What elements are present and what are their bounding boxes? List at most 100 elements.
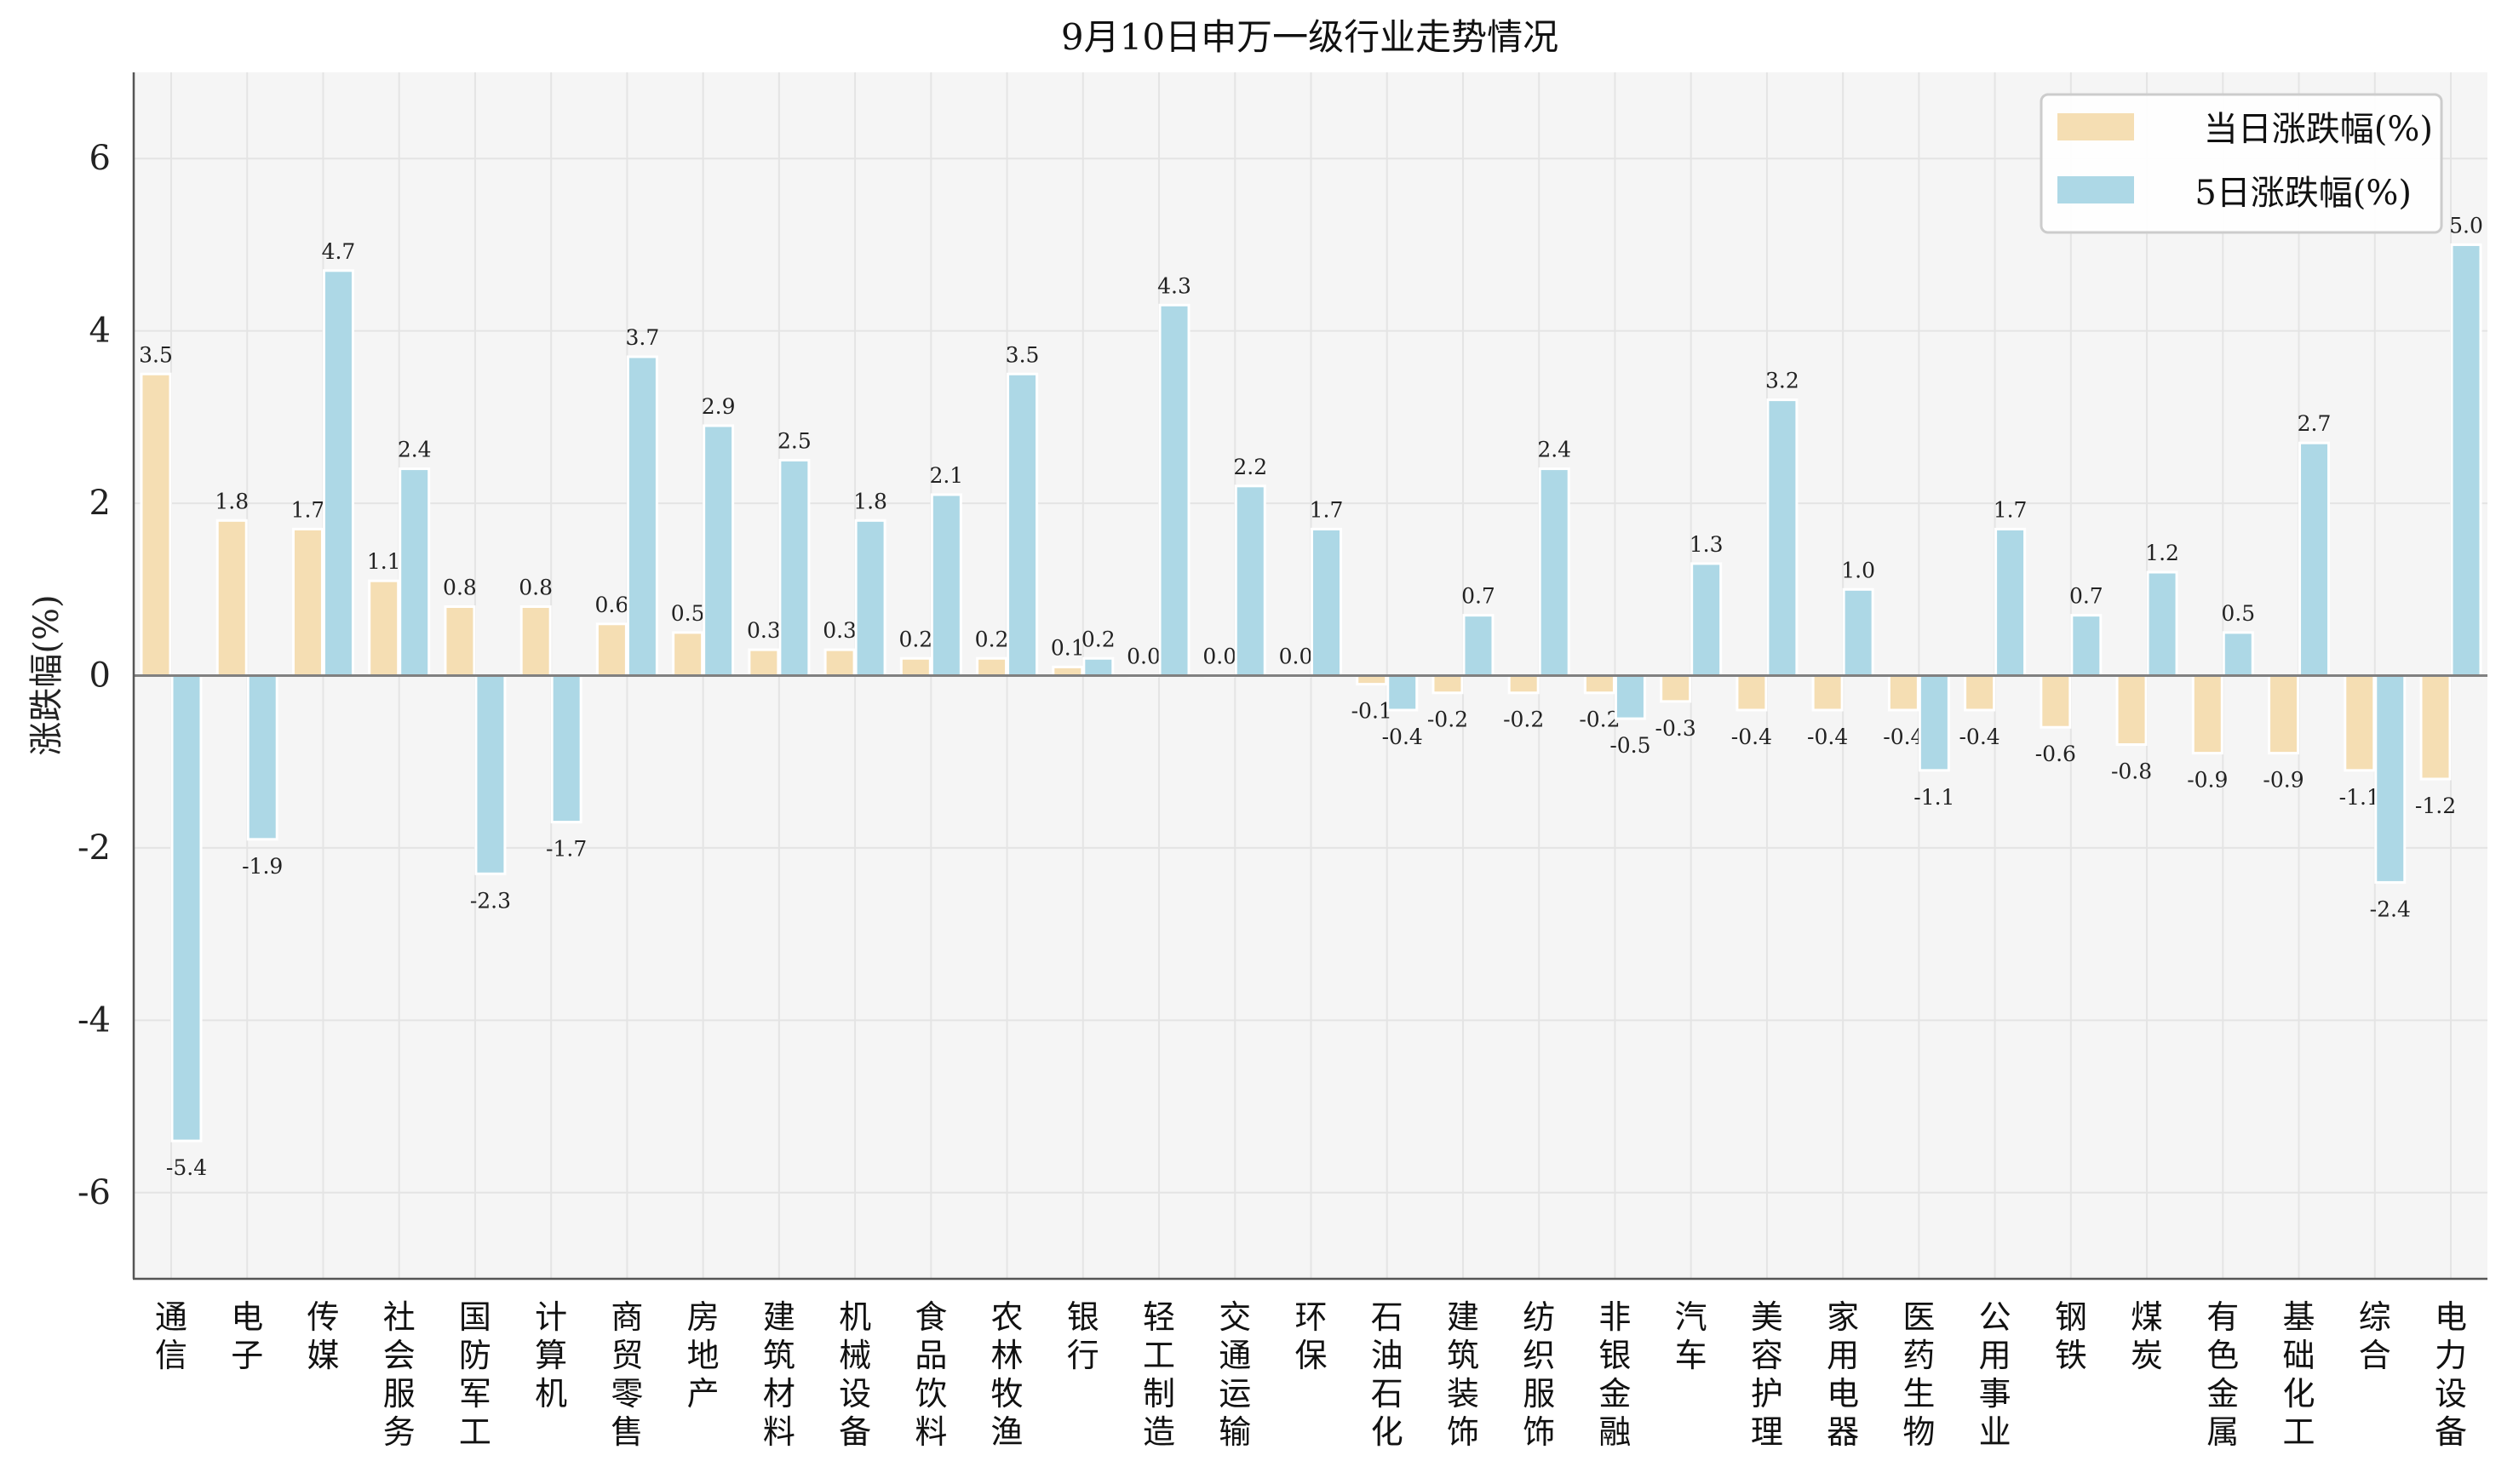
data-label-daily: 0.0 — [1202, 645, 1236, 669]
data-label-5day: -0.4 — [1382, 725, 1423, 749]
bar-daily — [215, 519, 248, 677]
x-tick-label: 医药生物 — [1902, 1298, 1935, 1451]
data-label-daily: 0.8 — [443, 576, 477, 600]
data-label-daily: -0.4 — [1807, 725, 1848, 749]
bar-5day — [1082, 656, 1115, 677]
data-label-daily: 1.8 — [215, 489, 249, 513]
data-label-daily: 0.0 — [1127, 645, 1161, 669]
data-label-daily: -0.3 — [1655, 716, 1696, 741]
bar-5day — [778, 458, 811, 678]
data-label-5day: 1.3 — [1690, 532, 1724, 557]
bar-5day — [2374, 674, 2407, 884]
y-tick-label: -4 — [77, 1000, 111, 1040]
data-label-5day: -0.5 — [1609, 733, 1650, 758]
x-tick-label: 社会服务 — [383, 1298, 416, 1451]
x-tick-label: 有色金属 — [2206, 1298, 2239, 1451]
x-tick-label: 纺织服饰 — [1523, 1298, 1555, 1451]
data-label-5day: 4.3 — [1157, 273, 1191, 298]
x-tick-label: 计算机 — [535, 1298, 567, 1412]
bar-daily — [1887, 674, 1919, 712]
x-tick-label: 机械设备 — [839, 1298, 871, 1451]
data-label-5day: 2.1 — [929, 463, 963, 488]
x-tick-label: 电力设备 — [2435, 1298, 2467, 1451]
legend: 当日涨跌幅(%) 5日涨跌幅(%) — [2040, 93, 2443, 234]
x-tick-label: 环保 — [1294, 1298, 1327, 1374]
bar-5day — [1386, 674, 1419, 712]
bar-daily — [976, 656, 1008, 677]
bar-daily — [291, 527, 324, 678]
legend-label-daily: 当日涨跌幅(%) — [2204, 110, 2433, 149]
bar-daily — [748, 648, 780, 678]
data-label-5day: 2.9 — [702, 394, 736, 419]
x-tick-label: 公用事业 — [1979, 1298, 2011, 1451]
bar-5day — [1842, 587, 1874, 677]
bar-daily — [2344, 674, 2376, 772]
y-tick-label: 2 — [89, 484, 111, 523]
data-label-daily: 1.1 — [367, 549, 401, 574]
x-tick-label: 银行 — [1067, 1298, 1099, 1374]
data-label-5day: -1.9 — [242, 854, 283, 879]
bar-5day — [1234, 484, 1266, 677]
data-label-daily: 0.0 — [1279, 645, 1313, 669]
data-label-5day: 3.5 — [1006, 342, 1040, 367]
bar-5day — [550, 674, 582, 824]
bar-5day — [2450, 243, 2482, 677]
x-tick-label: 房地产 — [687, 1298, 720, 1412]
data-label-5day: -1.7 — [546, 837, 587, 862]
data-label-daily: 0.3 — [747, 618, 781, 643]
data-label-daily: 3.5 — [139, 342, 173, 367]
data-label-5day: 0.2 — [1082, 627, 1116, 651]
bar-5day — [1766, 398, 1799, 677]
bar-5day — [930, 493, 962, 678]
data-label-daily: 0.8 — [519, 576, 553, 600]
bar-daily — [1507, 674, 1540, 695]
data-label-5day: 2.5 — [777, 428, 812, 453]
data-label-daily: 0.2 — [975, 627, 1009, 651]
y-tick-label: -2 — [77, 828, 111, 868]
data-label-daily: 0.6 — [595, 593, 629, 617]
bar-5day — [246, 674, 278, 841]
bar-daily — [368, 579, 400, 678]
data-label-5day: 1.7 — [1310, 497, 1344, 522]
x-tick-label: 食品饮料 — [915, 1298, 947, 1451]
data-label-daily: -0.9 — [2263, 768, 2304, 793]
bar-5day — [1994, 527, 2027, 678]
data-label-daily: 1.7 — [291, 497, 325, 522]
legend-label-5day: 5日涨跌幅(%) — [2195, 174, 2412, 213]
x-tick-label: 综合 — [2359, 1298, 2391, 1374]
x-tick-label: 家用电器 — [1827, 1298, 1859, 1451]
data-label-daily: -0.4 — [1731, 725, 1772, 749]
data-label-5day: 3.2 — [1765, 369, 1799, 393]
chart-title: 9月10日申万一级行业走势情况 — [1061, 16, 1558, 58]
data-label-5day: 4.7 — [322, 239, 356, 264]
data-label-5day: 0.7 — [1461, 584, 1495, 609]
data-label-daily: 0.1 — [1051, 635, 1085, 660]
data-label-daily: -0.4 — [1883, 725, 1924, 749]
bar-5day — [2146, 570, 2178, 677]
data-label-5day: 3.7 — [626, 325, 660, 350]
bar-5day — [2298, 441, 2331, 677]
data-label-daily: -0.8 — [2111, 759, 2152, 783]
x-tick-label: 交通运输 — [1219, 1298, 1251, 1451]
x-tick-label: 石油石化 — [1371, 1298, 1403, 1451]
data-label-5day: 2.2 — [1233, 455, 1267, 479]
data-label-5day: 1.7 — [1994, 497, 2028, 522]
data-label-5day: 1.2 — [2145, 541, 2179, 565]
x-tick-label: 电子 — [231, 1298, 263, 1374]
bar-5day — [1538, 467, 1570, 677]
bar-5day — [1158, 303, 1191, 677]
x-tick-label: 建筑装饰 — [1447, 1298, 1479, 1451]
x-tick-label: 煤炭 — [2131, 1298, 2163, 1374]
data-label-daily: -0.4 — [1959, 725, 1999, 749]
data-label-5day: 2.4 — [398, 438, 432, 462]
x-tick-label: 传媒 — [307, 1298, 339, 1374]
bar-5day — [474, 674, 507, 875]
data-label-5day: 2.7 — [2298, 411, 2332, 436]
y-tick-label: 0 — [89, 656, 111, 696]
bar-5day — [1614, 674, 1646, 720]
data-label-daily: -0.2 — [1427, 708, 1468, 732]
data-label-5day: 2.4 — [1537, 438, 1571, 462]
x-tick-label: 非银金融 — [1598, 1298, 1631, 1451]
